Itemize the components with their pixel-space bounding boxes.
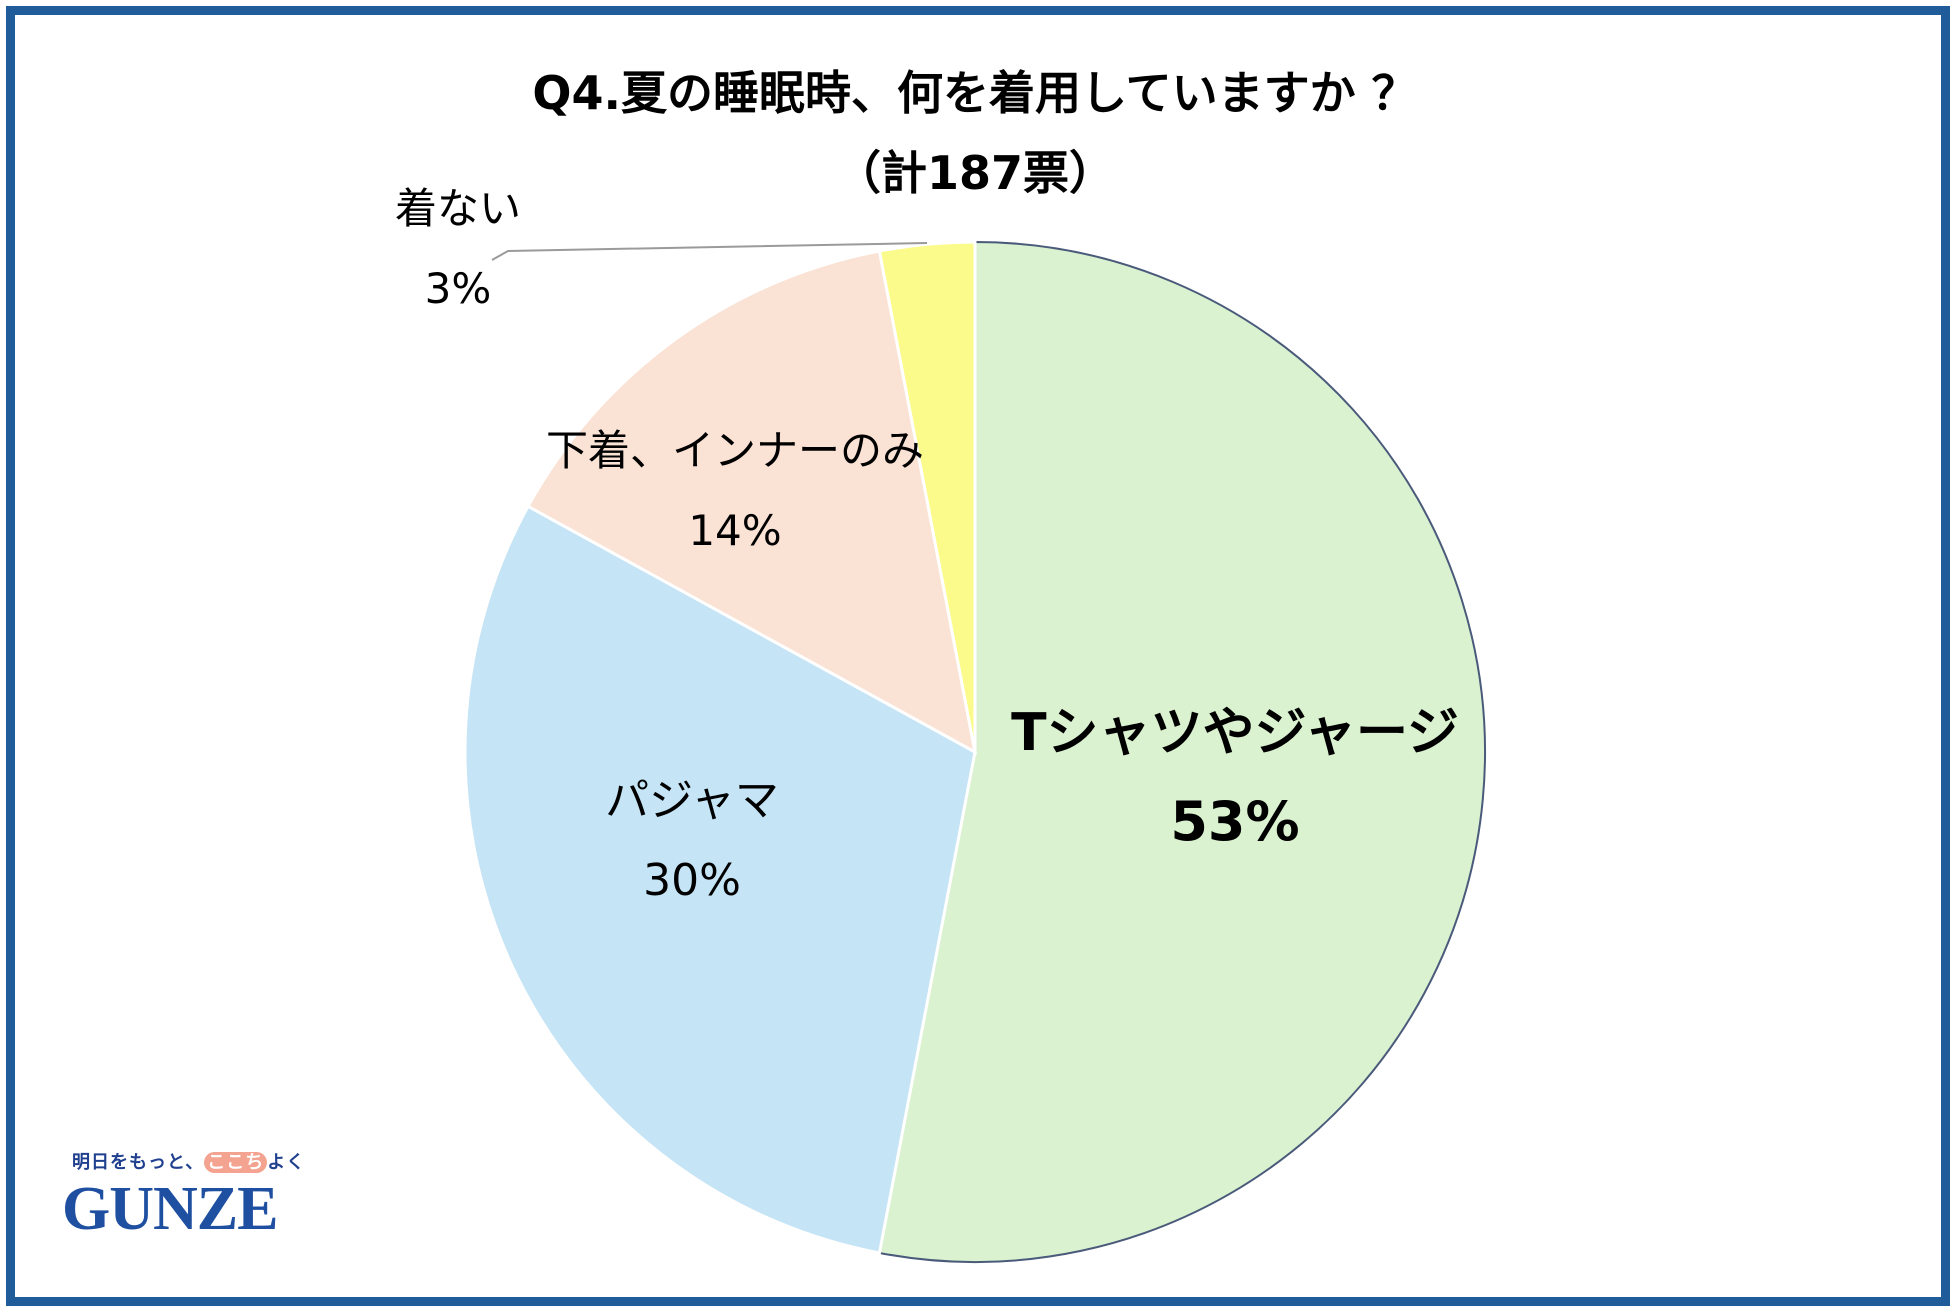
slice-underwear bbox=[526, 249, 978, 755]
slice-pajama bbox=[463, 504, 977, 1255]
logo-tagline-pre: 明日をもっと、 bbox=[72, 1152, 205, 1173]
pie-labels: Tシャツやジャージ 53% パジャマ 30% 下着、インナーのみ 14% 着ない 3% bbox=[395, 184, 1459, 906]
slice-tshirt bbox=[878, 240, 1486, 1263]
logo-tagline-highlight: ここち bbox=[204, 1152, 268, 1173]
slice-value-underwear: 14% bbox=[688, 506, 781, 555]
chart-title: Q4.夏の睡眠時、何を着用していますか ？ bbox=[532, 66, 1418, 120]
slice-value-none: 3% bbox=[425, 264, 492, 313]
slice-label-pajama: パジャマ bbox=[605, 775, 779, 826]
slice-label-tshirt: Tシャツやジャージ bbox=[1011, 703, 1459, 763]
slice-none bbox=[877, 240, 977, 753]
slice-label-none: 着ない bbox=[395, 184, 521, 233]
slice-value-tshirt: 53% bbox=[1170, 790, 1299, 853]
gunze-logo: 明日をもっと、 ここち よく GUNZE bbox=[62, 1148, 332, 1248]
slice-value-pajama: 30% bbox=[643, 855, 741, 906]
logo-tagline-post: よく bbox=[267, 1152, 306, 1173]
chart-subtitle: （計187票） bbox=[834, 146, 1116, 200]
logo-wordmark: GUNZE bbox=[62, 1175, 278, 1243]
leader-line-none bbox=[491, 242, 928, 261]
slice-label-underwear: 下着、インナーのみ bbox=[546, 426, 924, 475]
pie-slices bbox=[463, 240, 1486, 1263]
logo-tagline: 明日をもっと、 ここち よく bbox=[72, 1148, 305, 1174]
